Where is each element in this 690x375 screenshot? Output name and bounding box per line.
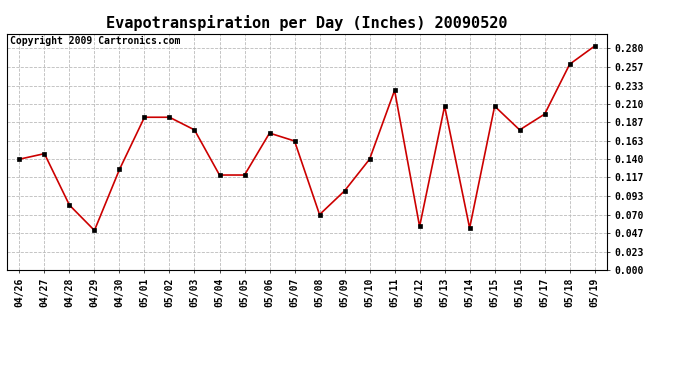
Text: Copyright 2009 Cartronics.com: Copyright 2009 Cartronics.com	[10, 36, 180, 46]
Title: Evapotranspiration per Day (Inches) 20090520: Evapotranspiration per Day (Inches) 2009…	[106, 15, 508, 31]
